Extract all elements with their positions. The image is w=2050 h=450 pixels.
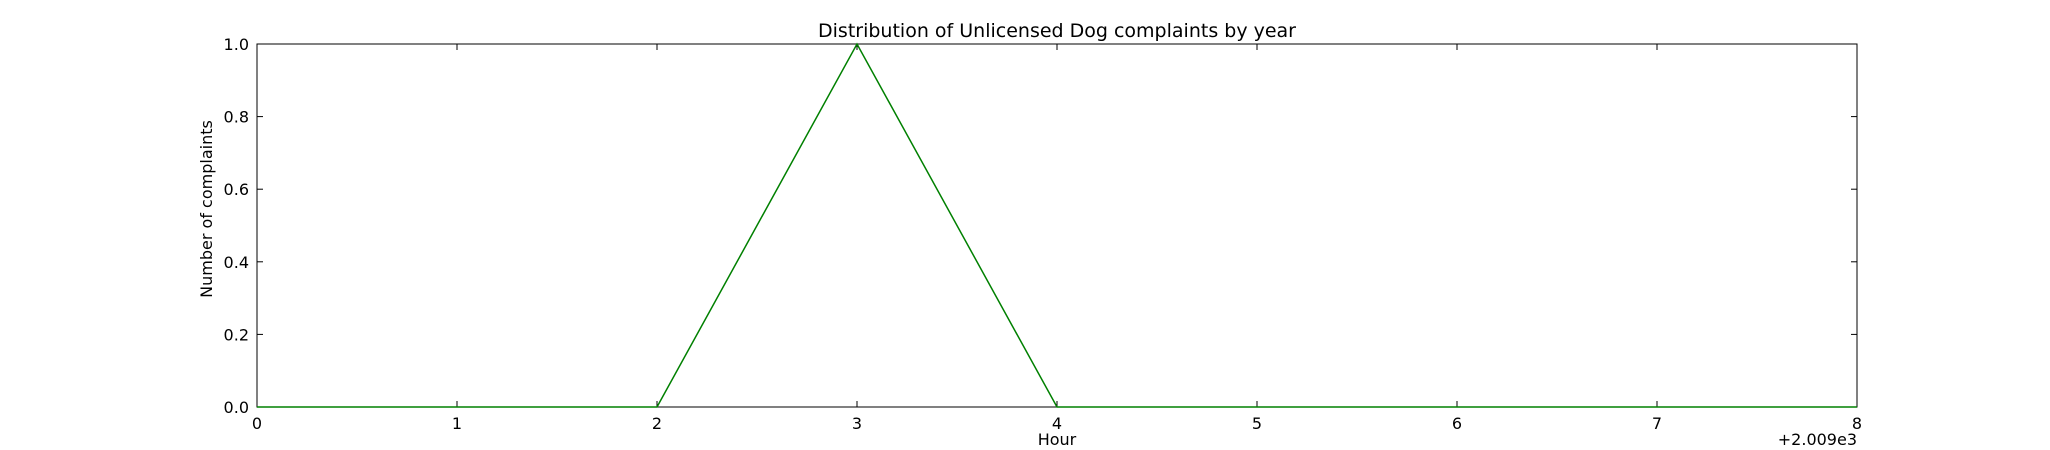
plot-area: 0 1 2 3 4 5 6 7 8 0.0 0.2 0.4 0.6 0.8 1.0 xyxy=(224,35,1863,433)
x-tick-label: 4 xyxy=(1052,414,1062,433)
x-tick-label: 6 xyxy=(1452,414,1462,433)
y-tick-label: 0.8 xyxy=(224,108,249,127)
chart-title: Distribution of Unlicensed Dog complaint… xyxy=(818,20,1296,42)
y-axis-label: Number of complaints xyxy=(197,120,216,298)
series-line xyxy=(257,42,1857,408)
x-axis-offset-label: +2.009e3 xyxy=(1778,430,1857,449)
x-axis-label: Hour xyxy=(1038,430,1077,449)
x-tick-label: 1 xyxy=(452,414,462,433)
x-tick-label: 8 xyxy=(1852,414,1862,433)
y-tick-label: 0.2 xyxy=(224,325,249,344)
x-tick-label: 7 xyxy=(1652,414,1662,433)
y-tick-label: 0.0 xyxy=(224,398,249,417)
x-tick-label: 3 xyxy=(852,414,862,433)
x-tick-label: 5 xyxy=(1252,414,1262,433)
y-tick-label: 0.6 xyxy=(224,180,249,199)
x-tick-label: 0 xyxy=(252,414,262,433)
plot-frame xyxy=(256,43,1858,408)
x-tick-label: 2 xyxy=(652,414,662,433)
y-tick-label: 0.4 xyxy=(224,253,249,272)
y-tick-label: 1.0 xyxy=(224,35,249,54)
